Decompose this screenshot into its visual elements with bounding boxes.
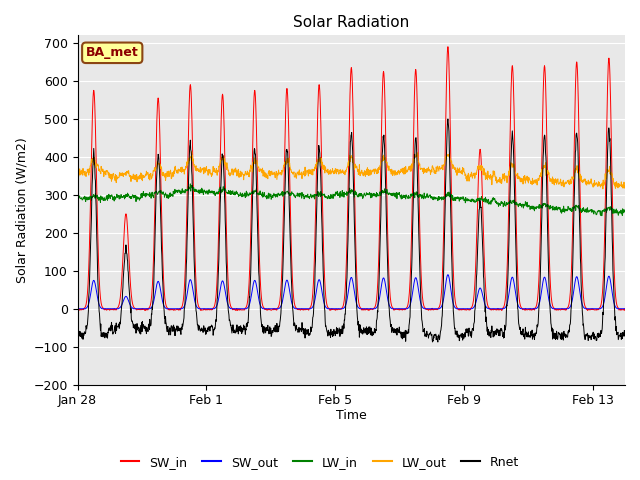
Rnet (621, 332, 628, 338)
SW_in (444, 44, 452, 49)
Line: SW_out: SW_out (77, 275, 625, 309)
SW_in (89, 102, 97, 108)
Rnet (164, 325, 172, 331)
SW_in (211, 303, 218, 309)
SW_out (89, 279, 97, 285)
SW_out (195, 306, 203, 312)
LW_out (621, 183, 628, 189)
Title: Solar Radiation: Solar Radiation (293, 15, 410, 30)
LW_out (188, 149, 196, 155)
LW_out (74, 167, 81, 172)
SW_in (501, 300, 509, 305)
LW_in (196, 187, 204, 193)
SW_in (195, 304, 203, 310)
LW_out (89, 156, 97, 161)
LW_out (500, 178, 508, 184)
SW_out (211, 306, 218, 312)
SW_out (367, 306, 375, 312)
Rnet (195, 326, 203, 332)
Text: BA_met: BA_met (86, 46, 139, 60)
SW_out (164, 306, 172, 312)
LW_in (164, 193, 172, 199)
LW_in (89, 193, 97, 199)
LW_out (368, 168, 376, 174)
Rnet (434, 339, 442, 345)
Rnet (501, 327, 509, 333)
LW_in (500, 198, 508, 204)
LW_out (164, 173, 172, 179)
Rnet (89, 166, 97, 172)
Y-axis label: Solar Radiation (W/m2): Solar Radiation (W/m2) (15, 137, 28, 283)
SW_in (233, 308, 241, 313)
Rnet (444, 116, 452, 122)
X-axis label: Time: Time (336, 409, 367, 422)
Rnet (74, 336, 81, 341)
Line: LW_out: LW_out (77, 152, 625, 189)
Line: SW_in: SW_in (77, 47, 625, 311)
LW_in (211, 191, 219, 197)
SW_in (621, 306, 628, 312)
LW_out (196, 169, 204, 175)
Rnet (211, 325, 218, 331)
SW_in (74, 306, 81, 312)
Line: LW_in: LW_in (77, 184, 625, 216)
LW_in (621, 209, 628, 215)
Rnet (367, 326, 375, 332)
Line: Rnet: Rnet (77, 119, 625, 342)
LW_in (598, 213, 605, 218)
SW_out (621, 306, 628, 312)
LW_in (368, 194, 376, 200)
SW_in (368, 306, 376, 312)
Legend: SW_in, SW_out, LW_in, LW_out, Rnet: SW_in, SW_out, LW_in, LW_out, Rnet (116, 451, 524, 474)
LW_out (211, 168, 219, 173)
LW_in (74, 196, 81, 202)
LW_out (599, 186, 607, 192)
SW_out (444, 272, 452, 277)
SW_out (500, 305, 508, 311)
LW_in (186, 181, 194, 187)
SW_out (74, 306, 81, 312)
SW_in (164, 305, 172, 311)
